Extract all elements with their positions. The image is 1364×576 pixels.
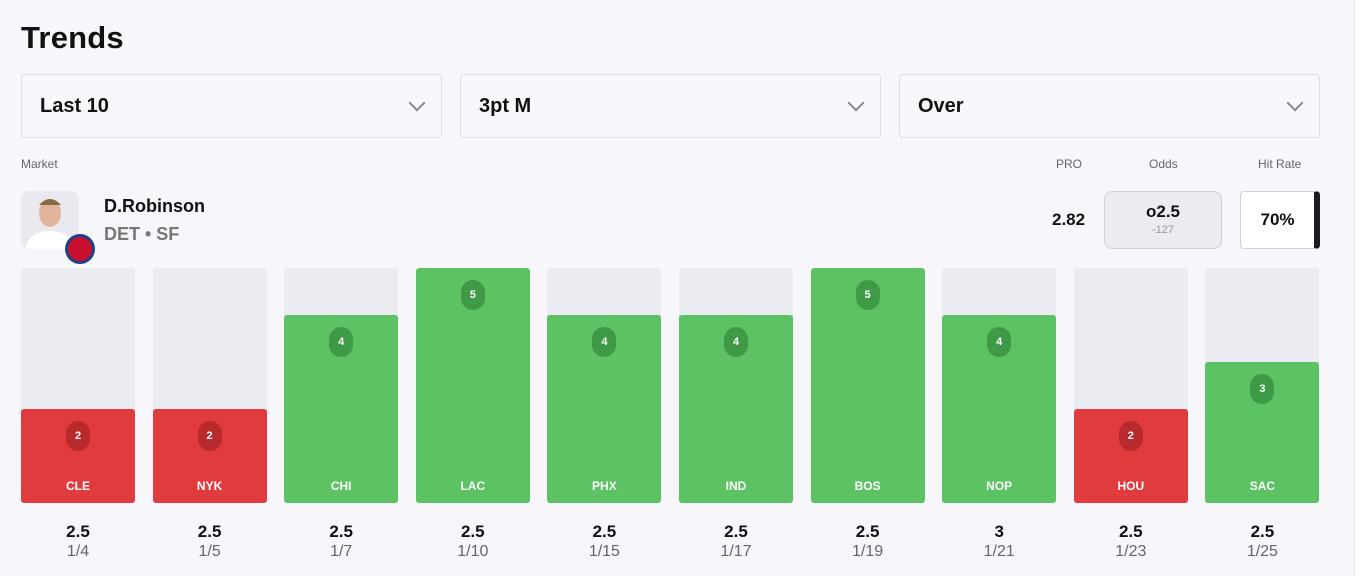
game-bar-column[interactable]: 4 NOP (942, 268, 1057, 503)
game-bar-column[interactable]: 4 CHI (284, 268, 399, 503)
market-label: Market (21, 157, 58, 171)
game-bar-column[interactable]: 2 CLE (21, 268, 135, 503)
value-label: 3 (1250, 374, 1275, 404)
line-label: 3 (994, 522, 1004, 541)
value-label: 5 (460, 280, 485, 310)
bar: 2 HOU (1073, 409, 1188, 503)
game-bar-column[interactable]: 5 LAC (415, 268, 530, 503)
hit-rate-value: 70% (1240, 191, 1320, 249)
player-team: DET • SF (104, 224, 180, 244)
date-label: 1/17 (720, 543, 752, 560)
game-bar-column[interactable]: 2 HOU (1073, 268, 1188, 503)
line-label: 2.5 (66, 522, 90, 541)
bar: 2 NYK (152, 409, 267, 503)
stat-dropdown[interactable]: 3pt M (460, 74, 881, 138)
value-label: 4 (592, 327, 617, 357)
game-bar-column[interactable]: 4 IND (679, 268, 793, 503)
game-bar-column[interactable]: 2 NYK (152, 268, 267, 503)
date-label: 1/23 (1115, 543, 1147, 560)
odds-button[interactable]: o2.5 -127 (1104, 191, 1222, 249)
date-label: 1/4 (66, 543, 90, 560)
chevron-down-icon (1286, 94, 1304, 112)
value-label: 2 (1118, 421, 1143, 451)
date-label: 1/19 (852, 543, 884, 560)
opponent-label: LAC (460, 479, 486, 493)
opponent-label: CLE (66, 479, 90, 493)
opponent-label: SAC (1249, 479, 1276, 493)
line-label: 2.5 (460, 522, 485, 541)
team-logo (65, 234, 95, 264)
bar: 4 NOP (942, 315, 1057, 503)
side-dropdown[interactable]: Over (899, 74, 1320, 138)
line-label: 2.5 (197, 522, 222, 541)
odds-label: Odds (1149, 157, 1178, 171)
value-label: 2 (197, 421, 222, 451)
bar: 2 CLE (21, 409, 135, 503)
range-value: Last 10 (40, 94, 109, 117)
bar: 4 IND (679, 315, 793, 503)
date-label: 1/10 (457, 543, 489, 560)
stat-value: 3pt M (479, 94, 532, 117)
opponent-label: HOU (1117, 479, 1145, 493)
opponent-label: PHX (592, 479, 617, 493)
bar: 5 LAC (415, 268, 530, 503)
opponent-label: NYK (196, 479, 223, 493)
pro-label: PRO (1056, 157, 1083, 171)
value-label: 2 (66, 421, 90, 451)
date-label: 1/5 (198, 543, 221, 560)
line-label: 2.5 (1118, 522, 1143, 541)
player-name: D.Robinson (104, 196, 205, 216)
date-label: 1/21 (983, 543, 1015, 560)
line-label: 2.5 (592, 522, 617, 541)
bar: 5 BOS (810, 268, 925, 503)
scrollbar[interactable] (1354, 0, 1364, 576)
opponent-label: NOP (986, 479, 1013, 493)
bar: 4 PHX (547, 315, 662, 503)
opponent-label: CHI (330, 479, 352, 493)
page-title: Trends (21, 20, 124, 55)
bar: 3 SAC (1205, 362, 1320, 503)
range-dropdown[interactable]: Last 10 (21, 74, 442, 138)
chevron-down-icon (408, 94, 426, 112)
value-label: 4 (329, 327, 354, 357)
line-label: 2.5 (1250, 522, 1275, 541)
date-label: 1/25 (1246, 543, 1278, 560)
opponent-label: IND (725, 479, 747, 493)
game-bar-column[interactable]: 3 SAC (1205, 268, 1320, 503)
line-label: 2.5 (329, 522, 353, 541)
date-label: 1/7 (330, 543, 353, 560)
chevron-down-icon (847, 94, 865, 112)
value-label: 5 (855, 280, 880, 310)
player-avatar (21, 191, 79, 249)
opponent-label: BOS (854, 479, 881, 493)
value-label: 4 (724, 327, 748, 357)
pro-value: 2.82 (1052, 210, 1086, 229)
line-label: 2.5 (724, 522, 748, 541)
date-label: 1/15 (588, 543, 620, 560)
side-value: Over (918, 94, 964, 117)
hit-rate-label: Hit Rate (1258, 157, 1302, 171)
game-bar-column[interactable]: 4 PHX (547, 268, 662, 503)
odds-line: o2.5 (1145, 202, 1181, 221)
game-bar-column[interactable]: 5 BOS (810, 268, 925, 503)
line-label: 2.5 (855, 522, 880, 541)
bar: 4 CHI (284, 315, 399, 503)
value-label: 4 (987, 327, 1012, 357)
odds-price: -127 (1151, 224, 1175, 236)
